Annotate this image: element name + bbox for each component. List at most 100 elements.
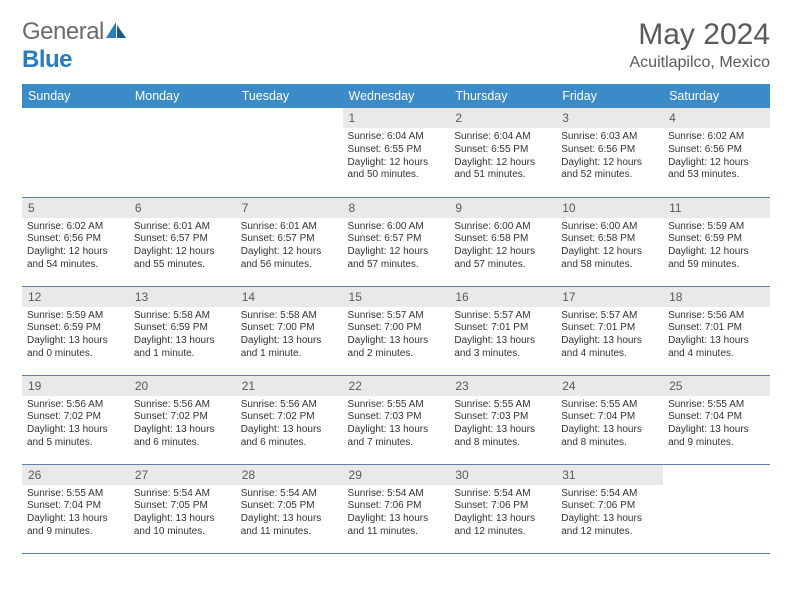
sunrise-line: Sunrise: 6:00 AM xyxy=(348,221,445,234)
sunset-line: Sunset: 6:59 PM xyxy=(134,322,231,335)
day-data: Sunrise: 5:59 AMSunset: 6:59 PMDaylight:… xyxy=(22,307,129,363)
logo: General Blue xyxy=(22,18,127,74)
day-number: 20 xyxy=(129,376,236,396)
day-number: 23 xyxy=(449,376,556,396)
day-data: Sunrise: 5:58 AMSunset: 7:00 PMDaylight:… xyxy=(236,307,343,363)
calendar-cell: 24Sunrise: 5:55 AMSunset: 7:04 PMDayligh… xyxy=(556,375,663,464)
day-number-empty xyxy=(22,108,129,128)
sunrise-line: Sunrise: 5:57 AM xyxy=(348,310,445,323)
dow-friday: Friday xyxy=(556,84,663,108)
day-data: Sunrise: 5:56 AMSunset: 7:02 PMDaylight:… xyxy=(236,396,343,452)
calendar-cell: 9Sunrise: 6:00 AMSunset: 6:58 PMDaylight… xyxy=(449,197,556,286)
dow-sunday: Sunday xyxy=(22,84,129,108)
calendar-cell: 5Sunrise: 6:02 AMSunset: 6:56 PMDaylight… xyxy=(22,197,129,286)
day-number: 10 xyxy=(556,198,663,218)
day-data: Sunrise: 5:57 AMSunset: 7:01 PMDaylight:… xyxy=(449,307,556,363)
sunrise-line: Sunrise: 5:56 AM xyxy=(27,399,124,412)
calendar-cell: 19Sunrise: 5:56 AMSunset: 7:02 PMDayligh… xyxy=(22,375,129,464)
calendar-cell: 11Sunrise: 5:59 AMSunset: 6:59 PMDayligh… xyxy=(663,197,770,286)
daylight-line: Daylight: 12 hours and 54 minutes. xyxy=(27,246,124,272)
calendar-cell: 31Sunrise: 5:54 AMSunset: 7:06 PMDayligh… xyxy=(556,464,663,553)
sunset-line: Sunset: 7:06 PM xyxy=(348,500,445,513)
day-data: Sunrise: 5:58 AMSunset: 6:59 PMDaylight:… xyxy=(129,307,236,363)
daylight-line: Daylight: 13 hours and 11 minutes. xyxy=(241,513,338,539)
calendar-cell: 20Sunrise: 5:56 AMSunset: 7:02 PMDayligh… xyxy=(129,375,236,464)
day-number: 11 xyxy=(663,198,770,218)
sunset-line: Sunset: 6:58 PM xyxy=(454,233,551,246)
sunset-line: Sunset: 6:58 PM xyxy=(561,233,658,246)
day-number: 28 xyxy=(236,465,343,485)
day-number: 5 xyxy=(22,198,129,218)
day-data: Sunrise: 5:54 AMSunset: 7:05 PMDaylight:… xyxy=(236,485,343,541)
sunset-line: Sunset: 6:55 PM xyxy=(454,144,551,157)
sunrise-line: Sunrise: 5:58 AM xyxy=(134,310,231,323)
calendar-week: 26Sunrise: 5:55 AMSunset: 7:04 PMDayligh… xyxy=(22,464,770,553)
day-data: Sunrise: 5:56 AMSunset: 7:02 PMDaylight:… xyxy=(22,396,129,452)
calendar-body: 1Sunrise: 6:04 AMSunset: 6:55 PMDaylight… xyxy=(22,108,770,553)
day-number: 13 xyxy=(129,287,236,307)
day-data: Sunrise: 5:54 AMSunset: 7:06 PMDaylight:… xyxy=(556,485,663,541)
calendar-cell: 27Sunrise: 5:54 AMSunset: 7:05 PMDayligh… xyxy=(129,464,236,553)
calendar-cell: 10Sunrise: 6:00 AMSunset: 6:58 PMDayligh… xyxy=(556,197,663,286)
daylight-line: Daylight: 13 hours and 10 minutes. xyxy=(134,513,231,539)
sunrise-line: Sunrise: 5:57 AM xyxy=(454,310,551,323)
calendar-cell: 26Sunrise: 5:55 AMSunset: 7:04 PMDayligh… xyxy=(22,464,129,553)
daylight-line: Daylight: 13 hours and 8 minutes. xyxy=(561,424,658,450)
sunrise-line: Sunrise: 5:57 AM xyxy=(561,310,658,323)
calendar-cell: 23Sunrise: 5:55 AMSunset: 7:03 PMDayligh… xyxy=(449,375,556,464)
daylight-line: Daylight: 12 hours and 57 minutes. xyxy=(348,246,445,272)
calendar-cell: 4Sunrise: 6:02 AMSunset: 6:56 PMDaylight… xyxy=(663,108,770,197)
sunrise-line: Sunrise: 5:54 AM xyxy=(348,488,445,501)
logo-text-a: General xyxy=(22,18,104,45)
calendar-cell: 28Sunrise: 5:54 AMSunset: 7:05 PMDayligh… xyxy=(236,464,343,553)
day-number: 4 xyxy=(663,108,770,128)
sunrise-line: Sunrise: 6:00 AM xyxy=(561,221,658,234)
calendar-cell: 14Sunrise: 5:58 AMSunset: 7:00 PMDayligh… xyxy=(236,286,343,375)
month-title: May 2024 xyxy=(630,18,771,52)
dow-monday: Monday xyxy=(129,84,236,108)
day-data: Sunrise: 6:02 AMSunset: 6:56 PMDaylight:… xyxy=(663,128,770,184)
day-data: Sunrise: 6:04 AMSunset: 6:55 PMDaylight:… xyxy=(343,128,450,184)
daylight-line: Daylight: 13 hours and 8 minutes. xyxy=(454,424,551,450)
sunset-line: Sunset: 7:04 PM xyxy=(668,411,765,424)
sunset-line: Sunset: 6:57 PM xyxy=(348,233,445,246)
sunset-line: Sunset: 7:03 PM xyxy=(348,411,445,424)
sunset-line: Sunset: 7:03 PM xyxy=(454,411,551,424)
title-block: May 2024 Acuitlapilco, Mexico xyxy=(630,18,771,72)
day-data: Sunrise: 6:03 AMSunset: 6:56 PMDaylight:… xyxy=(556,128,663,184)
day-number: 24 xyxy=(556,376,663,396)
sunset-line: Sunset: 7:05 PM xyxy=(134,500,231,513)
sunrise-line: Sunrise: 5:55 AM xyxy=(561,399,658,412)
daylight-line: Daylight: 13 hours and 4 minutes. xyxy=(561,335,658,361)
daylight-line: Daylight: 13 hours and 5 minutes. xyxy=(27,424,124,450)
calendar-cell xyxy=(663,464,770,553)
day-number: 7 xyxy=(236,198,343,218)
daylight-line: Daylight: 12 hours and 51 minutes. xyxy=(454,157,551,183)
day-number: 26 xyxy=(22,465,129,485)
dow-wednesday: Wednesday xyxy=(343,84,450,108)
sunset-line: Sunset: 6:55 PM xyxy=(348,144,445,157)
day-data: Sunrise: 5:55 AMSunset: 7:03 PMDaylight:… xyxy=(343,396,450,452)
dow-saturday: Saturday xyxy=(663,84,770,108)
sunrise-line: Sunrise: 5:56 AM xyxy=(668,310,765,323)
sunrise-line: Sunrise: 5:54 AM xyxy=(454,488,551,501)
calendar-cell: 30Sunrise: 5:54 AMSunset: 7:06 PMDayligh… xyxy=(449,464,556,553)
location: Acuitlapilco, Mexico xyxy=(630,54,771,72)
sunrise-line: Sunrise: 5:54 AM xyxy=(241,488,338,501)
sunset-line: Sunset: 7:02 PM xyxy=(134,411,231,424)
dow-tuesday: Tuesday xyxy=(236,84,343,108)
day-data: Sunrise: 5:56 AMSunset: 7:02 PMDaylight:… xyxy=(129,396,236,452)
sunset-line: Sunset: 7:06 PM xyxy=(561,500,658,513)
calendar-cell: 3Sunrise: 6:03 AMSunset: 6:56 PMDaylight… xyxy=(556,108,663,197)
sunrise-line: Sunrise: 5:55 AM xyxy=(27,488,124,501)
day-number: 18 xyxy=(663,287,770,307)
sunrise-line: Sunrise: 5:54 AM xyxy=(561,488,658,501)
day-data: Sunrise: 5:54 AMSunset: 7:06 PMDaylight:… xyxy=(449,485,556,541)
day-data: Sunrise: 5:54 AMSunset: 7:05 PMDaylight:… xyxy=(129,485,236,541)
day-data: Sunrise: 5:55 AMSunset: 7:03 PMDaylight:… xyxy=(449,396,556,452)
calendar-cell: 1Sunrise: 6:04 AMSunset: 6:55 PMDaylight… xyxy=(343,108,450,197)
day-data: Sunrise: 6:01 AMSunset: 6:57 PMDaylight:… xyxy=(129,218,236,274)
daylight-line: Daylight: 12 hours and 56 minutes. xyxy=(241,246,338,272)
sunset-line: Sunset: 7:01 PM xyxy=(454,322,551,335)
sunrise-line: Sunrise: 5:55 AM xyxy=(668,399,765,412)
